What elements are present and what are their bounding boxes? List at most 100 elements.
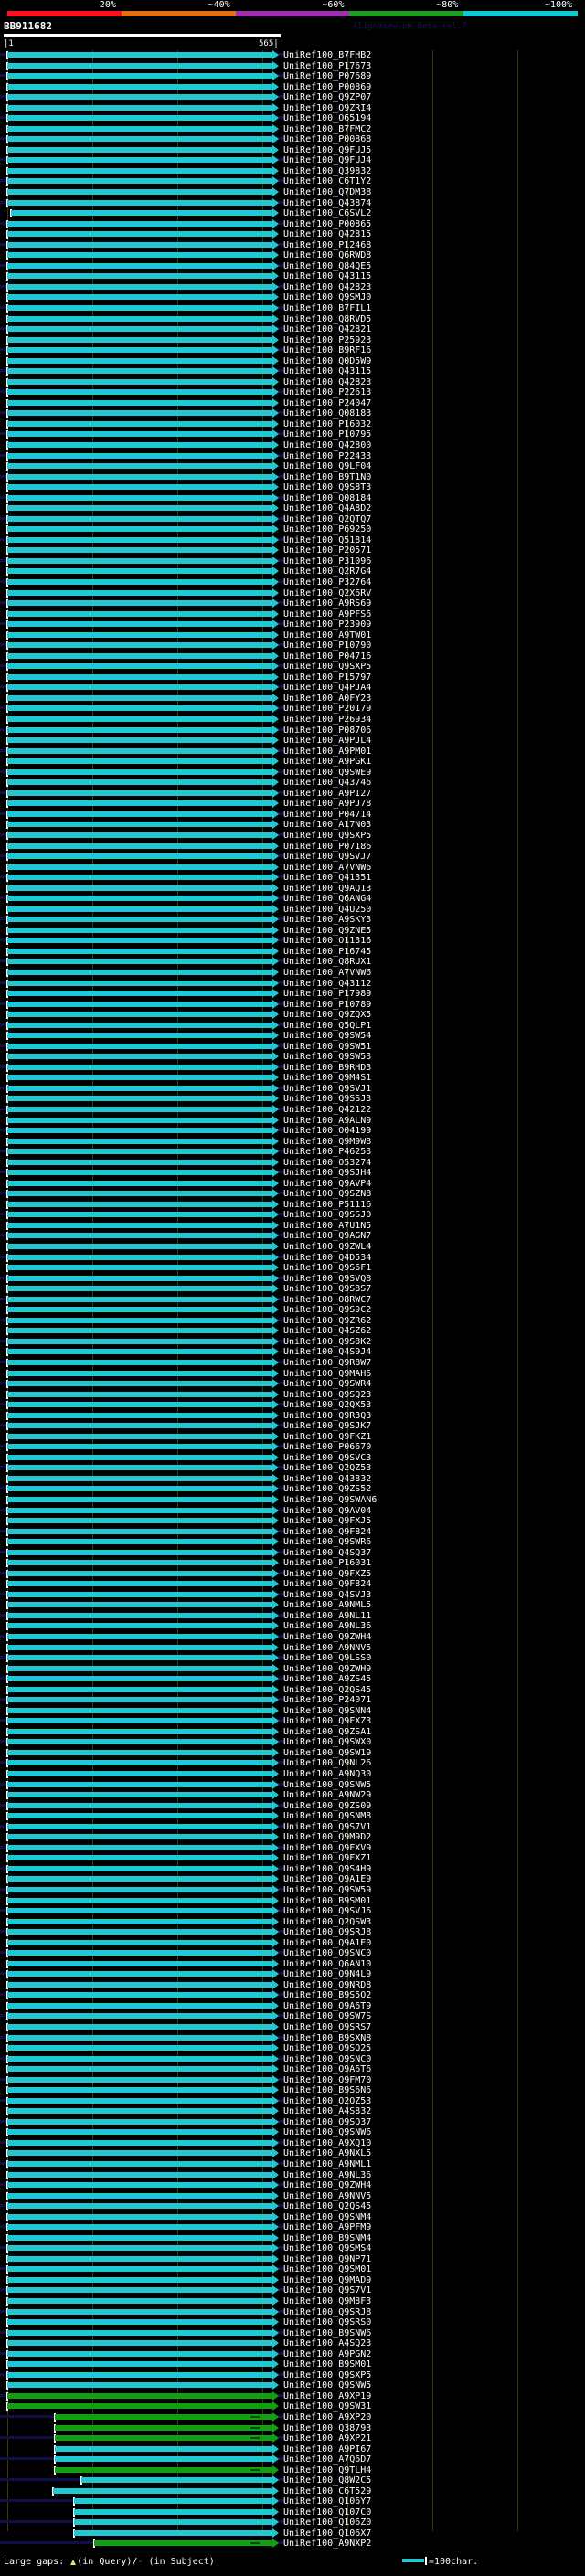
- subject-id-label[interactable]: UniRef100_Q9F824: [283, 1579, 372, 1590]
- alignment-row[interactable]: UniRef100_Q42823: [0, 281, 585, 292]
- hsp-bar[interactable]: [7, 758, 272, 765]
- alignment-row[interactable]: UniRef100_Q9SRS0: [0, 2317, 585, 2327]
- subject-id-label[interactable]: UniRef100_A9NXP2: [283, 2539, 372, 2549]
- subject-id-label[interactable]: UniRef100_C6T1Y2: [283, 176, 372, 187]
- subject-id-label[interactable]: UniRef100_Q9SW59: [283, 1884, 372, 1895]
- alignment-row[interactable]: UniRef100_Q9ZNE5: [0, 925, 585, 936]
- hsp-bar[interactable]: [7, 2234, 272, 2241]
- subject-id-label[interactable]: UniRef100_P00868: [283, 134, 372, 145]
- alignment-row[interactable]: UniRef100_Q9AGN7: [0, 1231, 585, 1241]
- alignment-row[interactable]: UniRef100_Q9ZWH9: [0, 1663, 585, 1674]
- alignment-row[interactable]: UniRef100_Q9SXP5: [0, 830, 585, 841]
- hsp-bar[interactable]: [7, 420, 272, 427]
- hsp-bar[interactable]: [7, 1591, 272, 1597]
- alignment-row[interactable]: UniRef100_B9RF16: [0, 345, 585, 355]
- alignment-row[interactable]: UniRef100_A7VNW6: [0, 967, 585, 978]
- subject-id-label[interactable]: UniRef100_Q42815: [283, 229, 372, 240]
- hsp-bar[interactable]: [7, 1423, 272, 1429]
- alignment-row[interactable]: UniRef100_A9PI27: [0, 788, 585, 799]
- hsp-bar[interactable]: [7, 1328, 272, 1334]
- subject-id-label[interactable]: UniRef100_Q9ZNE5: [283, 925, 372, 936]
- subject-id-label[interactable]: UniRef100_P10789: [283, 999, 372, 1010]
- hsp-bar[interactable]: [7, 2002, 272, 2009]
- alignment-row[interactable]: UniRef100_P10795: [0, 429, 585, 440]
- subject-id-label[interactable]: UniRef100_Q9SWR4: [283, 1379, 372, 1390]
- hsp-bar[interactable]: [55, 2435, 272, 2442]
- subject-id-label[interactable]: UniRef100_Q43112: [283, 978, 372, 989]
- hsp-bar[interactable]: [7, 1844, 272, 1850]
- subject-id-label[interactable]: UniRef100_Q08183: [283, 408, 372, 419]
- alignment-row[interactable]: UniRef100_Q9TLH4: [0, 2465, 585, 2475]
- subject-id-label[interactable]: UniRef100_Q38793: [283, 2422, 372, 2433]
- alignment-row[interactable]: UniRef100_Q9FXJ5: [0, 1516, 585, 1526]
- subject-id-label[interactable]: UniRef100_Q9ZQX5: [283, 1010, 372, 1021]
- alignment-row[interactable]: UniRef100_P17673: [0, 60, 585, 71]
- hsp-bar[interactable]: [7, 94, 272, 101]
- subject-id-label[interactable]: UniRef100_B9S6N6: [283, 2085, 372, 2096]
- alignment-row[interactable]: UniRef100_P00865: [0, 218, 585, 229]
- hsp-bar[interactable]: [7, 1180, 272, 1186]
- hsp-bar[interactable]: [7, 2055, 272, 2062]
- subject-id-label[interactable]: UniRef100_A9PGK1: [283, 757, 372, 768]
- hsp-bar[interactable]: [7, 948, 272, 954]
- subject-id-label[interactable]: UniRef100_Q9SJH4: [283, 1168, 372, 1179]
- hsp-bar[interactable]: [7, 62, 272, 69]
- subject-id-label[interactable]: UniRef100_Q9FUJ4: [283, 155, 372, 166]
- subject-id-label[interactable]: UniRef100_A9XP21: [283, 2433, 372, 2444]
- subject-id-label[interactable]: UniRef100_A9PGN2: [283, 2348, 372, 2359]
- alignment-row[interactable]: UniRef100_Q9N4L9: [0, 1969, 585, 1979]
- subject-id-label[interactable]: UniRef100_A9PI67: [283, 2443, 372, 2454]
- subject-id-label[interactable]: UniRef100_Q41351: [283, 873, 372, 884]
- subject-id-label[interactable]: UniRef100_Q9SSJ0: [283, 1210, 372, 1221]
- hsp-bar[interactable]: [7, 1212, 272, 1218]
- alignment-row[interactable]: UniRef100_Q9FXZ1: [0, 1853, 585, 1863]
- subject-id-label[interactable]: UniRef100_Q9FXZ3: [283, 1716, 372, 1727]
- hsp-bar[interactable]: [7, 1117, 272, 1123]
- subject-id-label[interactable]: UniRef100_Q9SNM8: [283, 1811, 372, 1822]
- alignment-row[interactable]: UniRef100_Q9SWE9: [0, 767, 585, 778]
- alignment-row[interactable]: UniRef100_Q9FXZ3: [0, 1716, 585, 1726]
- subject-id-label[interactable]: UniRef100_Q9N4L9: [283, 1969, 372, 1980]
- hsp-bar[interactable]: [7, 1813, 272, 1819]
- hsp-bar[interactable]: [7, 1771, 272, 1777]
- subject-id-label[interactable]: UniRef100_A9ZS45: [283, 1674, 372, 1685]
- alignment-row[interactable]: UniRef100_B7FIL1: [0, 302, 585, 313]
- subject-id-label[interactable]: UniRef100_P10790: [283, 641, 372, 652]
- subject-id-label[interactable]: UniRef100_A4S832: [283, 2106, 372, 2117]
- subject-id-label[interactable]: UniRef100_Q9SQ25: [283, 2043, 372, 2054]
- alignment-row[interactable]: UniRef100_O11316: [0, 936, 585, 946]
- alignment-row[interactable]: UniRef100_Q4SZ62: [0, 1326, 585, 1336]
- hsp-bar[interactable]: [7, 1823, 272, 1829]
- alignment-row[interactable]: UniRef100_Q9S9C2: [0, 1305, 585, 1315]
- alignment-row[interactable]: UniRef100_Q2QZ53: [0, 1463, 585, 1473]
- subject-id-label[interactable]: UniRef100_Q9SSJ3: [283, 1094, 372, 1105]
- alignment-row[interactable]: UniRef100_P16745: [0, 946, 585, 957]
- hsp-bar[interactable]: [7, 1107, 272, 1112]
- alignment-row[interactable]: UniRef100_B9S5Q2: [0, 1990, 585, 2000]
- alignment-row[interactable]: UniRef100_Q106X7: [0, 2528, 585, 2539]
- subject-id-label[interactable]: UniRef100_P17989: [283, 989, 372, 1000]
- subject-id-label[interactable]: UniRef100_Q9MAH6: [283, 1368, 372, 1379]
- hsp-bar[interactable]: [7, 125, 272, 132]
- hsp-bar[interactable]: [7, 1686, 272, 1692]
- hsp-bar[interactable]: [7, 1676, 272, 1682]
- subject-id-label[interactable]: UniRef100_Q42823: [283, 376, 372, 387]
- subject-id-label[interactable]: UniRef100_Q9SVQ8: [283, 1273, 372, 1284]
- hsp-bar[interactable]: [7, 864, 272, 870]
- alignment-row[interactable]: UniRef100_Q9M9W8: [0, 1136, 585, 1147]
- subject-id-label[interactable]: UniRef100_Q9SQ37: [283, 2116, 372, 2127]
- alignment-row[interactable]: UniRef100_P07689: [0, 71, 585, 81]
- subject-id-label[interactable]: UniRef100_P00865: [283, 218, 372, 229]
- hsp-bar[interactable]: [7, 1760, 272, 1766]
- alignment-row[interactable]: UniRef100_O65194: [0, 113, 585, 123]
- alignment-row[interactable]: UniRef100_Q42800: [0, 440, 585, 451]
- hsp-bar[interactable]: [7, 589, 272, 596]
- subject-id-label[interactable]: UniRef100_Q6ANG4: [283, 894, 372, 905]
- alignment-row[interactable]: UniRef100_Q9S7V1: [0, 1821, 585, 1832]
- hsp-bar[interactable]: [7, 484, 272, 491]
- alignment-row[interactable]: UniRef100_Q9S6F1: [0, 1263, 585, 1273]
- alignment-row[interactable]: UniRef100_C6T1Y2: [0, 176, 585, 186]
- alignment-row[interactable]: UniRef100_A9PJ78: [0, 799, 585, 809]
- subject-id-label[interactable]: UniRef100_Q106Y7: [283, 2496, 372, 2507]
- alignment-row[interactable]: UniRef100_A9SKY3: [0, 915, 585, 925]
